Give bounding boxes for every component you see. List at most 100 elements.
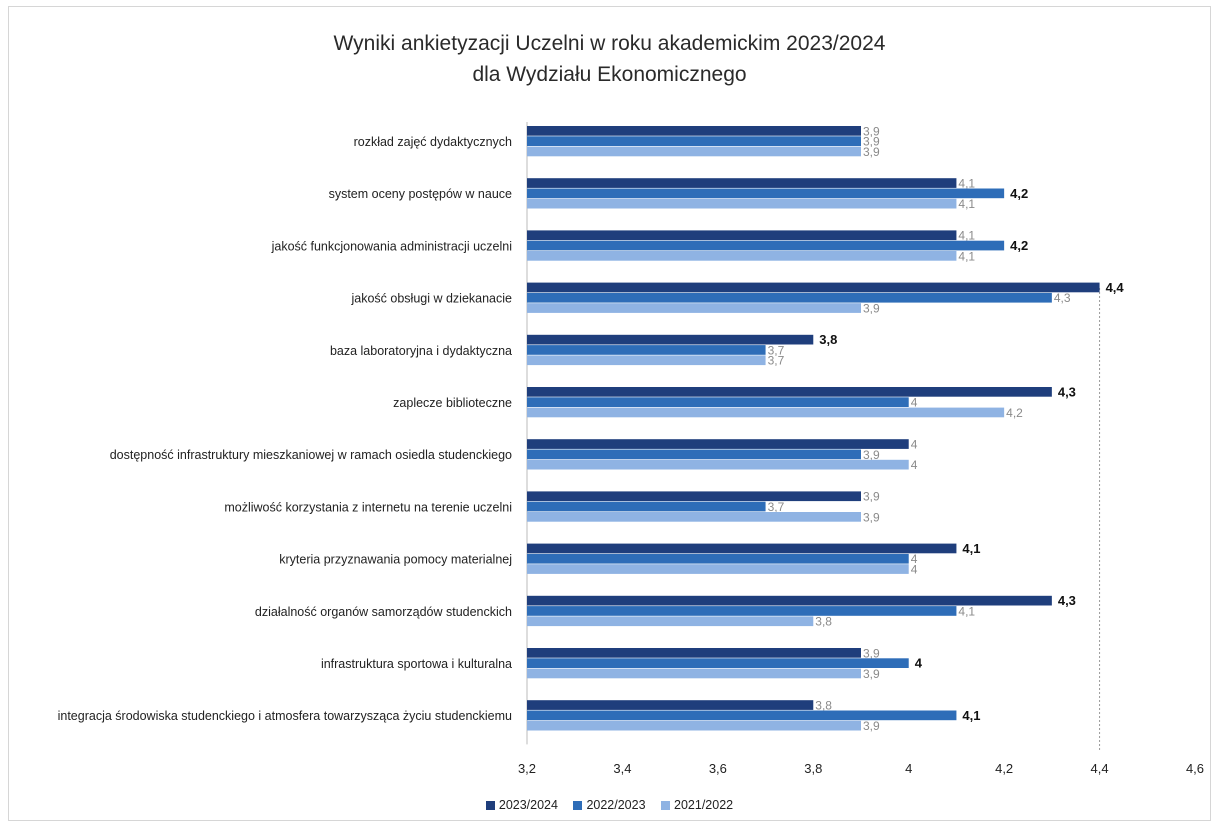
x-tick-label: 3,4	[613, 761, 631, 776]
bar-2023-2024	[527, 178, 957, 188]
bar-2021-2022	[527, 303, 861, 313]
bar-2022-2023	[527, 449, 861, 460]
data-label: 3,9	[863, 646, 880, 660]
category-label: dostępność infrastruktury mieszkaniowej …	[110, 448, 512, 462]
bar-2023-2024	[527, 595, 1052, 606]
data-label: 4,2	[1010, 238, 1028, 253]
data-label: 4	[915, 656, 923, 671]
data-label: 4,1	[958, 177, 975, 191]
bar-2021-2022	[527, 407, 1005, 418]
bar-2021-2022	[527, 251, 957, 261]
category-label: możliwość korzystania z internetu na ter…	[224, 500, 512, 514]
data-label: 4,2	[1006, 406, 1023, 420]
x-tick-label: 3,8	[804, 761, 822, 776]
bar-2021-2022	[527, 720, 861, 731]
legend-swatch	[485, 801, 495, 811]
chart-title: Wyniki ankietyzacji Uczelni w roku akade…	[333, 32, 886, 55]
category-label: infrastruktura sportowa i kulturalna	[321, 657, 512, 671]
bar-2022-2023	[527, 553, 909, 564]
bar-2023-2024	[527, 387, 1052, 397]
bar-2022-2023	[527, 292, 1052, 303]
data-label: 3,9	[863, 490, 880, 504]
data-label: 4,3	[1058, 384, 1076, 399]
data-label: 4,1	[958, 604, 975, 618]
data-label: 4,2	[1010, 186, 1028, 201]
data-label: 3,9	[863, 667, 880, 681]
x-tick-label: 4	[905, 761, 912, 776]
chart-legend: 2023/2024 2022/2023 2021/2022	[0, 798, 1219, 812]
data-label: 3,7	[768, 354, 785, 368]
category-label: działalność organów samorządów studencki…	[255, 605, 512, 619]
data-label: 4,1	[962, 708, 980, 723]
legend-item-2022-2023: 2022/2023	[573, 798, 646, 812]
category-label: jakość obsługi w dziekanacie	[350, 292, 512, 306]
bar-2021-2022	[527, 146, 861, 157]
bar-2022-2023	[527, 397, 909, 407]
data-label: 3,9	[863, 448, 880, 462]
bar-2021-2022	[527, 355, 766, 366]
x-tick-label: 4,2	[995, 761, 1013, 776]
legend-label: 2023/2024	[498, 798, 558, 812]
category-label: kryteria przyznawania pomocy materialnej	[279, 553, 512, 567]
bar-2022-2023	[527, 240, 1005, 251]
data-label: 3,9	[863, 135, 880, 149]
legend-label: 2022/2023	[586, 798, 646, 812]
bar-2023-2024	[527, 543, 957, 554]
data-label: 4,4	[1106, 280, 1125, 295]
bar-2023-2024	[527, 230, 957, 241]
bar-2023-2024	[527, 439, 909, 449]
bar-2021-2022	[527, 564, 909, 574]
data-label: 3,9	[863, 510, 880, 524]
data-label: 4	[911, 563, 918, 577]
category-label: rozkład zajęć dydaktycznych	[354, 135, 512, 149]
bar-2022-2023	[527, 606, 957, 616]
category-label: system oceny postępów w nauce	[329, 187, 512, 201]
data-label: 4,1	[958, 197, 975, 211]
data-label: 4	[911, 396, 918, 410]
bar-2023-2024	[527, 648, 861, 658]
x-tick-label: 4,6	[1186, 761, 1204, 776]
legend-item-2021-2022: 2021/2022	[661, 798, 733, 812]
category-label: jakość funkcjonowania administracji ucze…	[271, 239, 512, 253]
legend-item-2023-2024: 2023/2024	[485, 798, 558, 812]
chart-title-block: Wyniki ankietyzacji Uczelni w roku akade…	[0, 28, 1219, 90]
data-label: 4	[911, 458, 918, 472]
bar-2021-2022	[527, 459, 909, 470]
bar-2021-2022	[527, 616, 814, 627]
data-label: 3,9	[863, 124, 880, 138]
data-label: 4	[911, 552, 918, 566]
bar-2022-2023	[527, 501, 766, 512]
bar-2021-2022	[527, 512, 861, 522]
x-tick-label: 4,4	[1091, 761, 1109, 776]
data-label: 4,1	[958, 229, 975, 243]
data-label: 4,1	[962, 541, 980, 556]
data-label: 3,8	[815, 615, 832, 629]
data-label: 4	[911, 438, 918, 452]
bar-2022-2023	[527, 658, 909, 668]
bar-2023-2024	[527, 700, 814, 710]
chart-frame	[8, 6, 1211, 821]
chart-subtitle: dla Wydziału Ekonomicznego	[472, 63, 747, 86]
data-label: 3,7	[768, 343, 785, 357]
bar-2022-2023	[527, 345, 766, 355]
x-tick-label: 3,2	[518, 761, 536, 776]
legend-swatch	[661, 801, 671, 811]
data-label: 3,7	[768, 500, 785, 514]
legend-swatch	[573, 801, 583, 811]
data-label: 3,9	[863, 145, 880, 159]
data-label: 3,8	[815, 699, 832, 713]
bar-2023-2024	[527, 282, 1100, 293]
bar-2023-2024	[527, 126, 861, 136]
data-label: 3,8	[819, 332, 837, 347]
bar-2022-2023	[527, 136, 861, 146]
bar-2023-2024	[527, 334, 814, 345]
bar-2022-2023	[527, 710, 957, 721]
data-label: 4,1	[958, 249, 975, 263]
data-label: 3,9	[863, 719, 880, 733]
data-label: 4,3	[1058, 593, 1076, 608]
bar-2023-2024	[527, 491, 861, 502]
bar-2021-2022	[527, 198, 957, 209]
bar-2021-2022	[527, 668, 861, 679]
category-label: baza laboratoryjna i dydaktyczna	[330, 344, 512, 358]
